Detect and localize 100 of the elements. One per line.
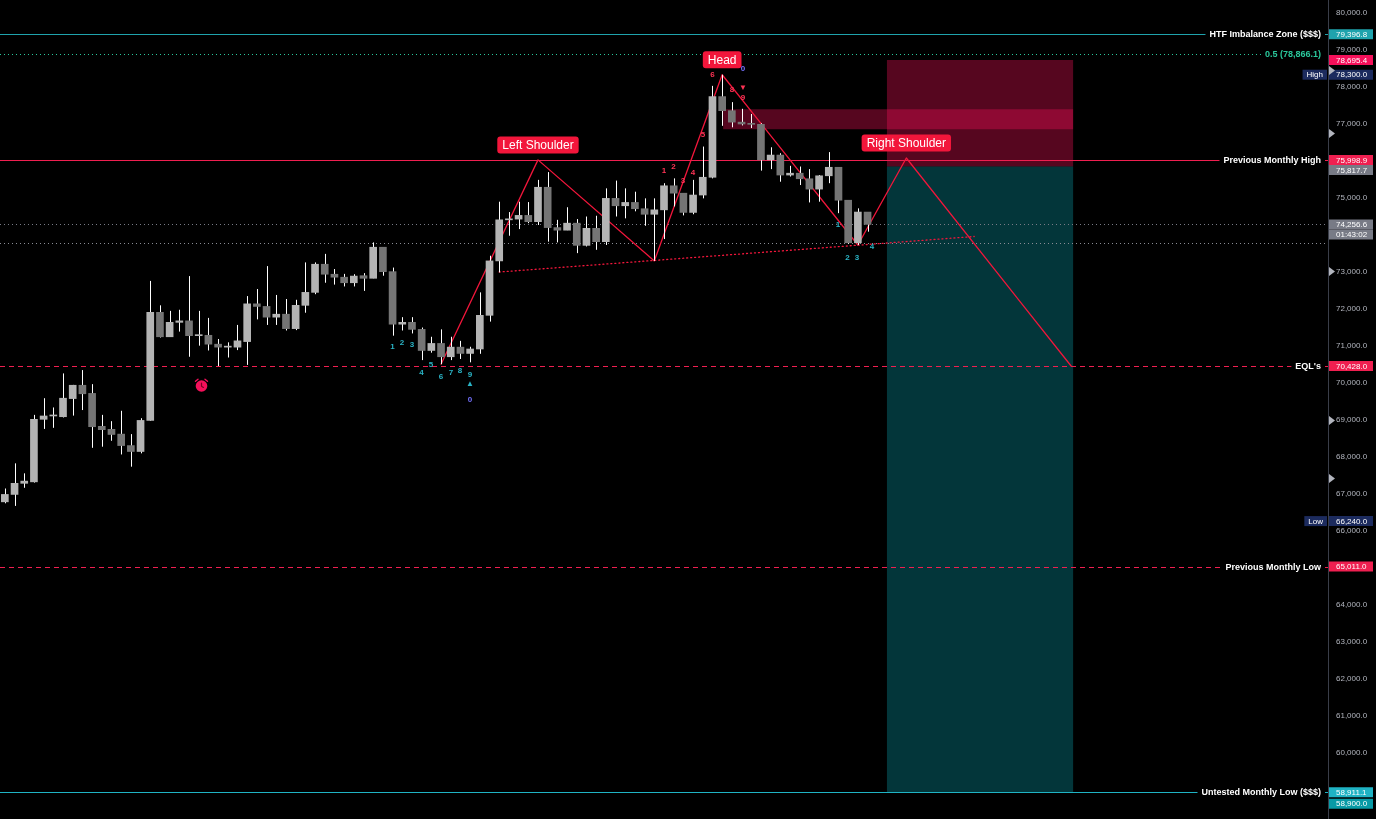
ref-line-label: EQL's <box>1295 361 1321 372</box>
candlestick <box>815 174 823 203</box>
candlestick <box>10 462 19 507</box>
candlestick <box>824 151 833 184</box>
candlestick <box>253 288 261 320</box>
annotation: 7 <box>448 368 454 378</box>
annotation: 1 <box>661 166 667 176</box>
annotation: 3 <box>680 176 686 186</box>
candlestick <box>524 201 533 224</box>
y-tick-label: 66,000.0 <box>1336 525 1368 535</box>
candlestick <box>117 410 125 455</box>
y-tick-label: 80,000.0 <box>1336 7 1368 17</box>
y-tick-label: 79,000.0 <box>1336 44 1368 54</box>
y-tick-label: 70,428.0 <box>1336 361 1368 371</box>
candlestick <box>165 310 174 338</box>
candlestick <box>621 187 630 219</box>
annotation: 3 <box>409 340 415 350</box>
data-label: Head <box>707 52 737 67</box>
candlestick <box>650 197 659 262</box>
annotation: 8 <box>729 85 735 95</box>
annotation: 4 <box>419 368 425 378</box>
candlestick <box>563 206 571 231</box>
candlestick <box>669 177 678 208</box>
annotation: 4 <box>869 242 875 252</box>
candlestick <box>446 336 455 361</box>
y-tick-label: 75,817.7 <box>1336 165 1368 175</box>
candlestick <box>728 101 736 128</box>
y-tick-label: 68,000.0 <box>1336 451 1368 461</box>
ref-line-label: 0.5 (78,866.1) <box>1264 48 1321 59</box>
candlestick <box>282 298 290 331</box>
annotation: 9 <box>740 93 746 103</box>
annotation: Low <box>1308 516 1324 526</box>
annotation: 0 <box>740 64 746 74</box>
y-tick-label: 71,000.0 <box>1336 340 1368 350</box>
candlestick <box>611 180 620 217</box>
y-tick-label: 61,000.0 <box>1336 710 1368 720</box>
y-tick-label: 64,000.0 <box>1336 599 1368 609</box>
candlestick <box>320 253 329 284</box>
y-tick-label: 72,000.0 <box>1336 303 1368 313</box>
candlestick <box>863 211 872 233</box>
ref-line-label: Untested Monthly Low ($$$) <box>1201 787 1321 798</box>
text: 58,900.0 <box>1336 799 1368 809</box>
candlestick <box>204 317 213 351</box>
y-tick-label: 78,300.0 <box>1336 70 1368 80</box>
annotation: 6 <box>710 70 716 80</box>
candlestick <box>679 192 688 216</box>
candlestick <box>59 372 67 418</box>
candlestick <box>640 197 649 227</box>
ref-line-label: HTF Imbalance Zone ($$$) <box>1209 29 1321 40</box>
candlestick <box>572 218 581 254</box>
candlestick <box>698 146 707 199</box>
text: 01:43:02 <box>1336 230 1368 240</box>
y-tick-label: 73,000.0 <box>1336 266 1368 276</box>
y-tick-label: 75,998.9 <box>1336 155 1368 165</box>
annotation: 5 <box>700 130 706 140</box>
annotation: 8 <box>457 366 463 376</box>
ref-line-label: Previous Monthly High <box>1223 154 1321 165</box>
y-tick-label: 77,000.0 <box>1336 118 1368 128</box>
candlestick <box>582 216 591 247</box>
annotation: ▼ <box>739 83 747 93</box>
y-tick-label: 70,000.0 <box>1336 377 1368 387</box>
data-label: Left Shoulder <box>502 137 574 152</box>
annotation: 4 <box>690 168 696 178</box>
annotation: 6 <box>438 372 444 382</box>
candlestick <box>553 219 562 243</box>
y-tick-label: 63,000.0 <box>1336 636 1368 646</box>
candlestick <box>97 414 106 448</box>
candlestick <box>689 179 697 215</box>
y-tick-label: 58,911.1 <box>1336 788 1368 798</box>
candlestick <box>718 74 726 127</box>
annotation: 9 <box>467 370 473 380</box>
ref-line-label: Previous Monthly Low <box>1225 561 1322 572</box>
y-tick-label: 67,000.0 <box>1336 488 1368 498</box>
annotation: 3 <box>854 253 860 263</box>
candlestick <box>631 191 639 212</box>
annotation: 1 <box>390 342 396 352</box>
candlestick <box>592 215 600 251</box>
annotation: 0 <box>467 395 473 405</box>
annotation: 2 <box>399 338 405 348</box>
annotation: 1 <box>835 220 841 230</box>
candlestick <box>795 166 804 186</box>
y-tick-label: 75,000.0 <box>1336 192 1368 202</box>
candlestick <box>194 310 203 347</box>
candlestick <box>185 275 193 358</box>
y-tick-label: 78,695.4 <box>1336 55 1368 65</box>
y-tick-label: 62,000.0 <box>1336 673 1368 683</box>
annotation: 5 <box>428 360 434 370</box>
y-tick-label: 60,000.0 <box>1336 747 1368 757</box>
candlestick <box>127 433 135 468</box>
annotation: 2 <box>671 162 677 172</box>
y-tick-label: 78,000.0 <box>1336 81 1368 91</box>
data-label: Right Shoulder <box>866 135 947 150</box>
candlestick <box>301 261 310 314</box>
annotation: ▲ <box>466 379 474 389</box>
y-tick-label: 65,011.0 <box>1336 562 1368 572</box>
candlestick <box>805 168 814 203</box>
candlestick <box>776 152 785 183</box>
candlestick <box>417 327 426 361</box>
y-tick-label: 74,256.6 <box>1336 220 1368 230</box>
candlestick <box>78 369 87 411</box>
